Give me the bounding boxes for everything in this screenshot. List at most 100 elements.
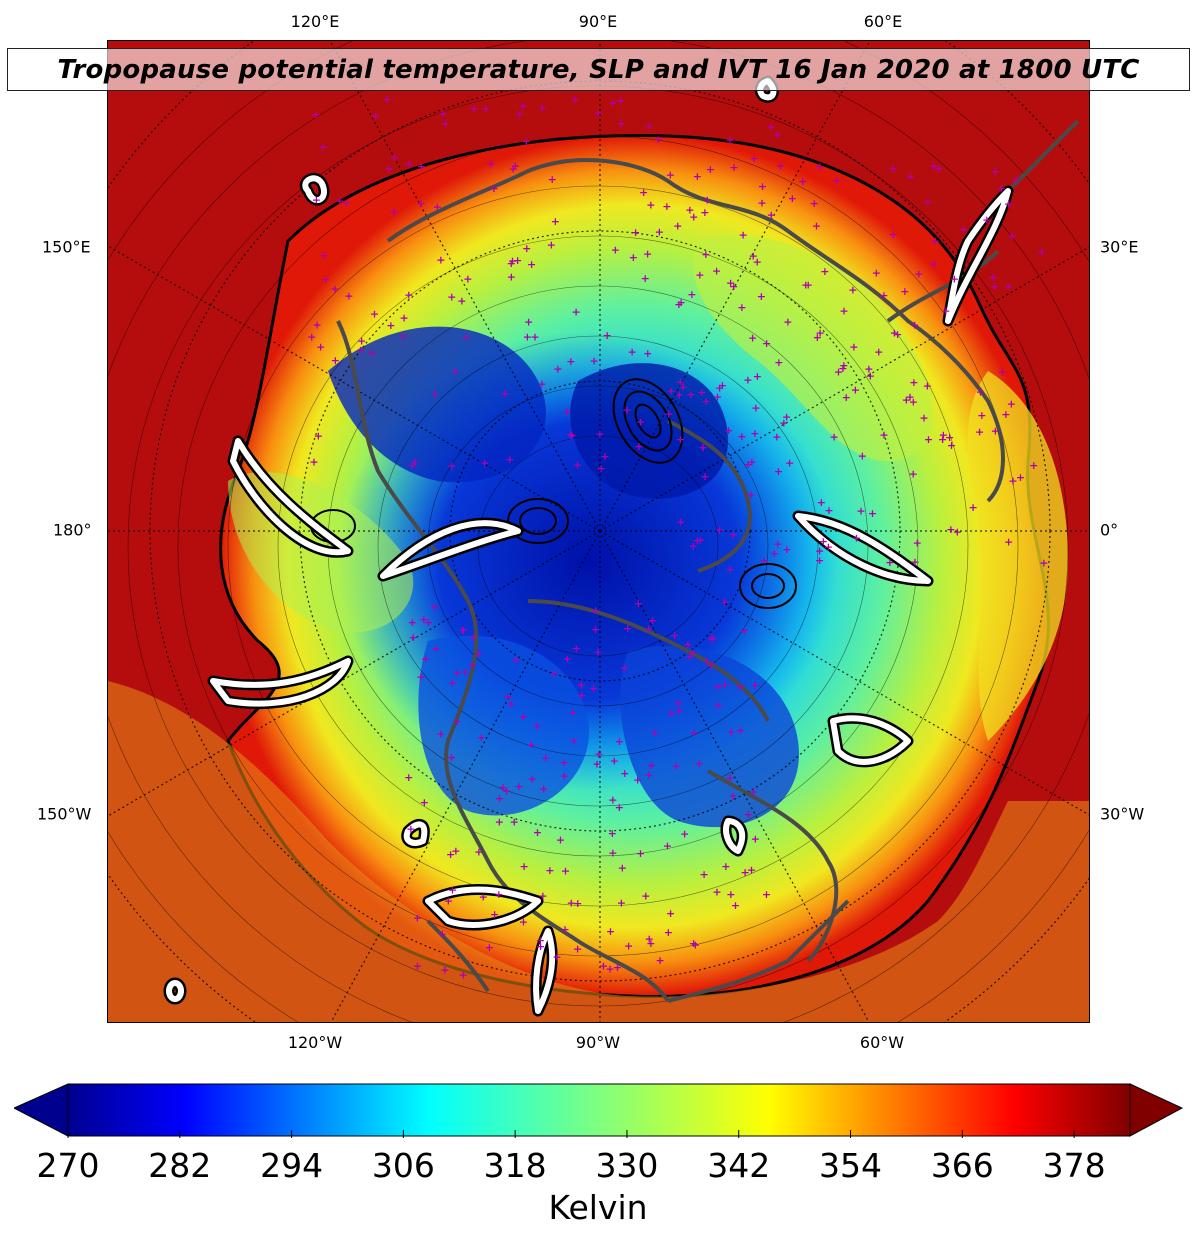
map-panel[interactable]: + + + + + + + + + + + + + + + + + + + + + + + + + + + + + + + + + + + + + + + +… [107,40,1090,1023]
station-marker: + [1004,536,1013,549]
station-marker: + [560,923,569,936]
station-marker: + [685,650,694,663]
station-marker: + [1037,246,1046,259]
station-marker: + [608,847,617,860]
station-marker: + [872,266,881,279]
station-marker: + [399,311,408,324]
station-marker: + [446,848,455,861]
station-marker: + [726,277,735,290]
station-marker: + [997,182,1006,195]
station-marker: + [519,100,528,113]
colorbar-unit-label: Kelvin [548,1188,648,1227]
station-marker: + [815,545,824,558]
station-marker: + [458,623,467,636]
station-marker: + [724,424,733,437]
station-marker: + [701,248,710,261]
station-marker: + [573,458,582,471]
station-marker: + [879,289,888,302]
station-marker: + [486,157,495,170]
station-marker: + [914,267,923,280]
station-marker: + [408,616,417,629]
station-marker: + [431,642,440,655]
station-marker: + [611,244,620,257]
station-marker: + [779,417,788,430]
station-marker: + [829,431,838,444]
station-marker: + [773,538,782,551]
station-marker: + [934,162,943,175]
station-marker: + [695,757,704,770]
colorbar-tick-label-6: 342 [707,1146,771,1185]
station-marker: + [541,752,550,765]
station-marker: + [419,613,428,626]
station-marker: + [447,459,456,472]
station-marker: + [591,623,600,636]
colorbar-tick-label-8: 366 [930,1146,994,1185]
station-marker: + [676,516,685,529]
station-marker: + [522,242,531,255]
station-marker: + [738,229,747,242]
station-marker: + [910,555,919,568]
station-marker: + [767,208,776,221]
colorbar-tick-label-0: 270 [36,1146,100,1185]
station-marker: + [505,453,514,466]
station-marker: + [459,623,468,636]
station-marker: + [991,165,1000,178]
station-marker: + [747,864,756,877]
station-marker: + [687,288,696,301]
station-marker: + [444,894,453,907]
station-marker: + [608,827,617,840]
station-marker: + [560,756,569,769]
station-marker: + [490,908,499,921]
tropopause-theta-map: + + + + + + + + + + + + + + + + + + + + + + + + + + + + + + + + + + + + + + + +… [108,41,1089,1022]
station-marker: + [617,117,626,130]
station-marker: + [440,964,449,977]
station-marker: + [636,415,645,428]
station-marker: + [416,671,425,684]
station-marker: + [646,937,655,950]
station-marker: + [424,616,433,629]
station-marker: + [468,658,477,671]
station-marker: + [673,697,682,710]
station-marker: + [479,890,488,903]
station-marker: + [536,940,545,953]
station-marker: + [815,160,824,173]
station-marker: + [438,928,447,941]
station-marker: + [519,860,528,873]
station-marker: + [726,888,735,901]
station-marker: + [335,195,344,208]
station-marker: + [548,173,557,186]
station-marker: + [770,547,779,560]
station-marker: + [509,163,518,176]
station-marker: + [783,315,792,328]
station-marker: + [740,624,749,637]
station-marker: + [622,404,631,417]
station-marker: + [1008,475,1017,488]
station-marker: + [848,283,857,296]
lat-label-right-3: 30°W [1100,804,1145,824]
ivt-contours [163,75,1014,1017]
station-marker: + [569,735,578,748]
station-marker: + [929,258,938,271]
station-marker: + [390,151,399,164]
station-marker: + [417,160,426,173]
station-marker: + [593,645,602,658]
lat-label-right-1: 30°E [1100,237,1139,257]
station-marker: + [749,785,758,798]
station-marker: + [480,456,489,469]
station-marker: + [416,197,425,210]
station-marker: + [753,256,762,269]
station-marker: + [683,638,692,651]
station-marker: + [568,706,577,719]
station-marker: + [729,528,738,541]
station-marker: + [813,331,822,344]
station-marker: + [599,959,608,972]
station-marker: + [675,388,684,401]
station-marker: + [667,385,676,398]
station-marker: + [506,698,515,711]
station-marker: + [495,816,504,829]
station-marker: + [312,318,321,331]
station-marker: + [410,456,419,469]
station-marker: + [776,159,785,172]
station-marker: + [538,101,547,114]
station-marker: + [627,346,636,359]
